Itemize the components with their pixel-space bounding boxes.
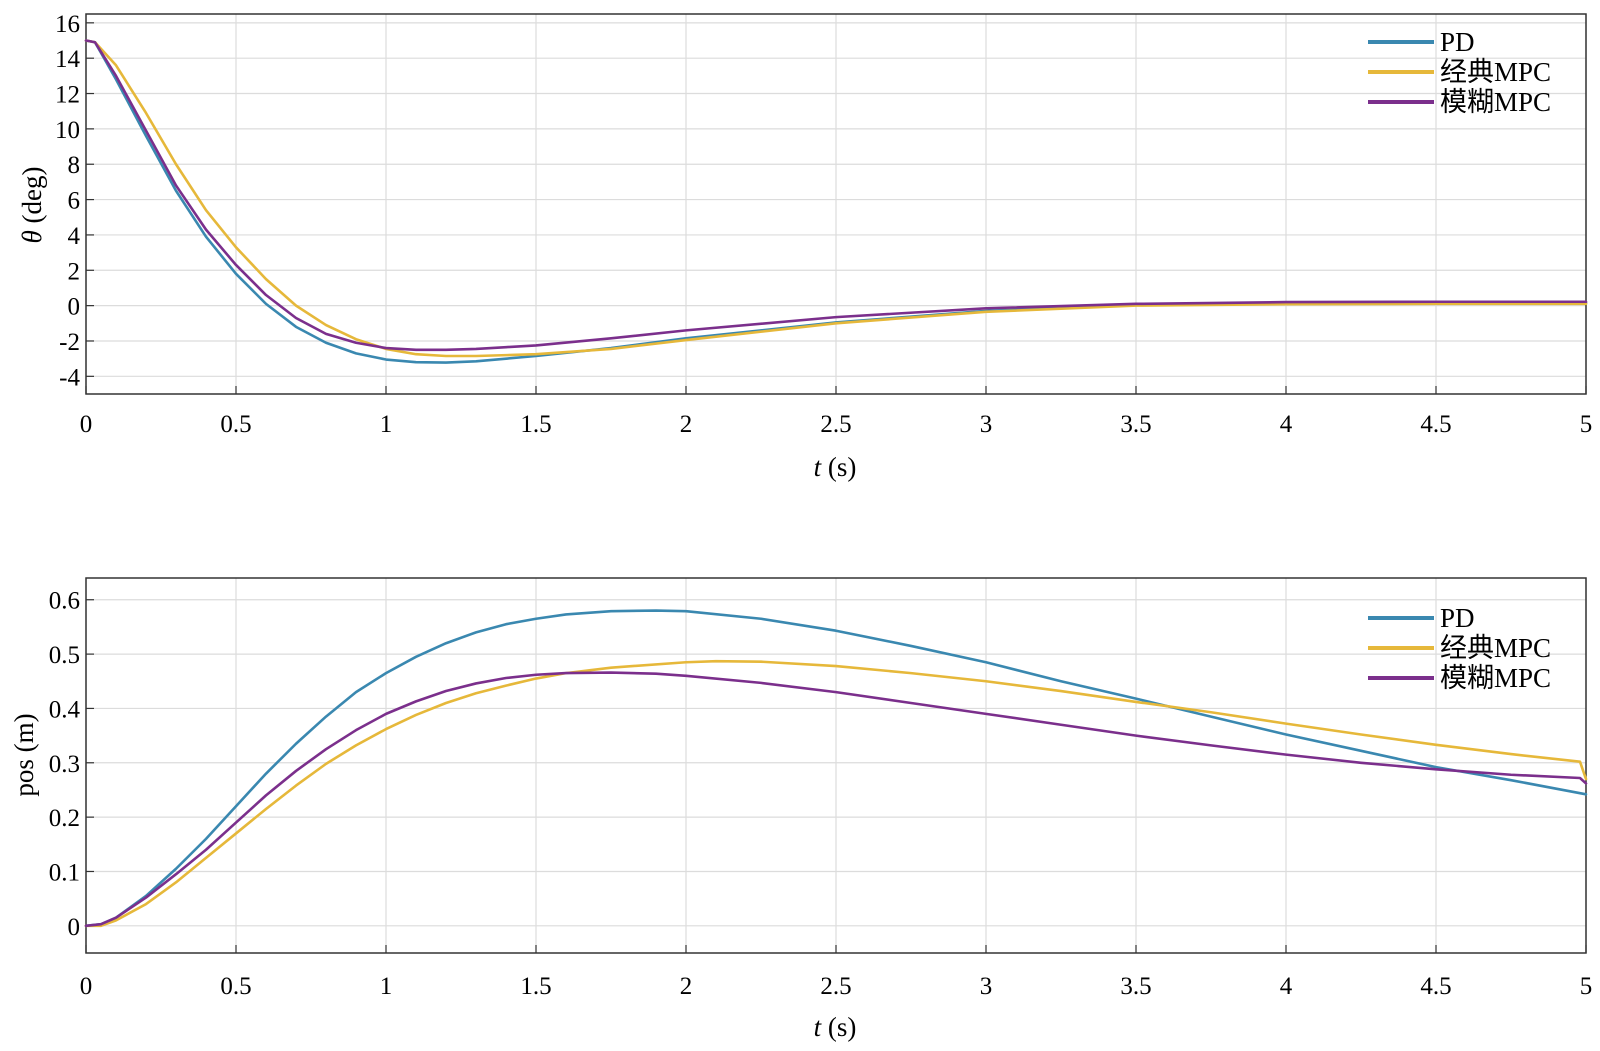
position-y-tick-label: 0.4 [49,696,81,723]
theta-x-tick-label: 3 [980,411,993,438]
theta-y-tick-label: -4 [59,364,80,391]
theta-x-tick-label: 0.5 [220,411,251,438]
position-x-tick-label: 4.5 [1420,973,1451,1000]
position-y-tick-label: 0 [68,914,81,941]
theta-x-tick-label: 1 [380,411,393,438]
theta-x-tick-label: 4 [1280,411,1293,438]
theta-y-axis-label: θ (deg) [17,167,47,244]
theta-series-lines [84,39,1588,364]
position-x-tick-label: 5 [1580,973,1593,1000]
theta-y-tick-label: -2 [59,329,80,356]
position-plot-area [85,577,1587,954]
theta-series-fuzzy-mpc [84,39,1588,352]
theta-series-classic-mpc [84,39,1588,358]
theta-y-tick-labels: 16 14 12 10 8 6 4 2 0 -2 -4 [55,11,81,391]
theta-y-tick-label: 0 [68,294,81,321]
position-legend-label-fuzzy-mpc: 模糊MPC [1440,663,1551,693]
position-x-tick-label: 4 [1280,973,1293,1000]
position-y-tick-label: 0.3 [49,751,80,778]
theta-y-tick-label: 16 [55,11,80,38]
theta-y-tick-label: 8 [68,152,81,179]
theta-x-tick-label: 1.5 [520,411,551,438]
position-series-lines [84,609,1588,928]
position-y-tick-label: 0.6 [49,588,80,615]
theta-y-tick-label: 4 [68,223,81,250]
position-x-tick-label: 3 [980,973,993,1000]
position-x-tick-label: 2.5 [820,973,851,1000]
theta-y-tick-label: 6 [68,188,81,215]
theta-x-tick-label: 2 [680,411,693,438]
theta-y-tick-label: 14 [55,46,81,73]
theta-legend-label-pd: PD [1440,27,1475,57]
position-legend-label-classic-mpc: 经典MPC [1440,633,1551,663]
theta-y-tick-label: 12 [55,82,80,109]
position-x-tick-label: 2 [680,973,693,1000]
position-legend-label-pd: PD [1440,603,1475,633]
position-series-fuzzy-mpc [84,671,1588,928]
position-x-tick-label: 0 [80,973,93,1000]
theta-x-axis-label: t (s) [814,452,857,482]
theta-chart: 0 0.5 1 1.5 2 2.5 3 3.5 4 4.5 5 1614121086420-2-4 … [17,11,1592,482]
theta-x-tick-label: 5 [1580,411,1593,438]
position-y-axis-label: pos (m) [9,713,39,796]
theta-x-tick-label: 2.5 [820,411,851,438]
position-x-tick-label: 1.5 [520,973,551,1000]
theta-legend-label-fuzzy-mpc: 模糊MPC [1440,87,1551,117]
position-x-tick-label: 3.5 [1120,973,1151,1000]
position-y-tick-labels: 0.6 0.5 0.4 0.3 0.2 0.1 0 [49,588,81,941]
position-chart: 0 0.5 1 1.5 2 2.5 3 3.5 4 4.5 5 0.6 0.5 0.4 0.3 0.2 0.1… [9,577,1593,1042]
theta-grid [85,14,1587,394]
theta-x-tick-label: 3.5 [1120,411,1151,438]
position-x-tick-label: 0.5 [220,973,251,1000]
position-x-tick-labels: 0 0.5 1 1.5 2 2.5 3 3.5 4 4.5 5 [80,973,1593,1000]
theta-x-tick-label: 0 [80,411,93,438]
position-y-tick-label: 0.5 [49,642,80,669]
position-x-axis-label: t (s) [814,1012,857,1042]
position-x-tick-label: 1 [380,973,393,1000]
position-y-tick-label: 0.1 [49,859,80,886]
theta-plot-area [85,13,1587,395]
position-series-classic-mpc [84,659,1588,928]
theta-y-tick-label: 10 [55,117,80,144]
position-series-pd [84,609,1588,928]
position-y-tick-label: 0.2 [49,805,80,832]
theta-x-tick-labels: 0 0.5 1 1.5 2 2.5 3 3.5 4 4.5 5 [80,411,1593,438]
theta-x-tick-label: 4.5 [1420,411,1451,438]
theta-legend-label-classic-mpc: 经典MPC [1440,57,1551,87]
theta-y-tick-label: 2 [68,258,81,285]
